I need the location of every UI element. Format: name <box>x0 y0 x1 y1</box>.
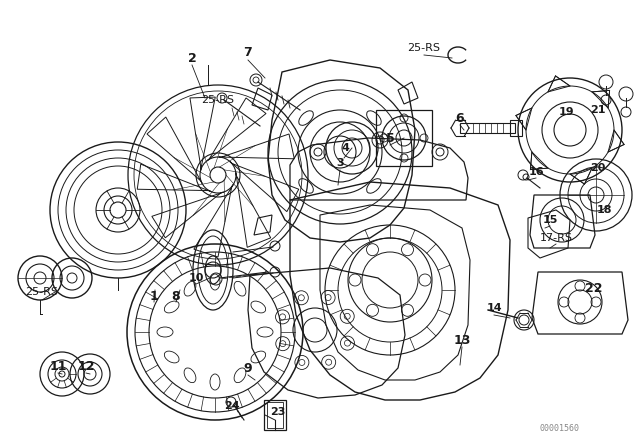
Text: 7: 7 <box>244 46 252 59</box>
Text: 1: 1 <box>150 289 158 302</box>
Text: 23: 23 <box>270 407 285 417</box>
Text: 12: 12 <box>77 359 95 372</box>
Text: 24: 24 <box>224 401 240 411</box>
Text: 15: 15 <box>542 215 557 225</box>
Text: 25-RS: 25-RS <box>26 287 58 297</box>
Text: 18: 18 <box>596 205 612 215</box>
Text: 16: 16 <box>528 167 544 177</box>
Text: 20: 20 <box>590 163 605 173</box>
Text: 3: 3 <box>336 158 344 168</box>
Text: 17-RS: 17-RS <box>540 233 573 243</box>
Text: 25-RS: 25-RS <box>408 43 440 53</box>
Text: 6: 6 <box>456 112 464 125</box>
Text: 8: 8 <box>172 289 180 302</box>
Bar <box>267 402 283 428</box>
Text: 4: 4 <box>341 143 349 153</box>
Text: 19: 19 <box>558 107 574 117</box>
Text: 11: 11 <box>49 359 67 372</box>
Text: 10: 10 <box>188 273 204 283</box>
Bar <box>460 123 515 133</box>
Text: 5: 5 <box>386 132 394 145</box>
Text: 2: 2 <box>188 52 196 65</box>
Text: 9: 9 <box>244 362 252 375</box>
Bar <box>376 110 432 166</box>
Text: 14: 14 <box>486 303 502 313</box>
Text: 22: 22 <box>585 281 603 294</box>
Bar <box>510 120 522 136</box>
Text: 13: 13 <box>453 333 470 346</box>
Text: 25-RS: 25-RS <box>202 95 234 105</box>
Text: 21: 21 <box>590 105 605 115</box>
Text: 00001560: 00001560 <box>540 423 580 432</box>
Bar <box>264 400 286 430</box>
